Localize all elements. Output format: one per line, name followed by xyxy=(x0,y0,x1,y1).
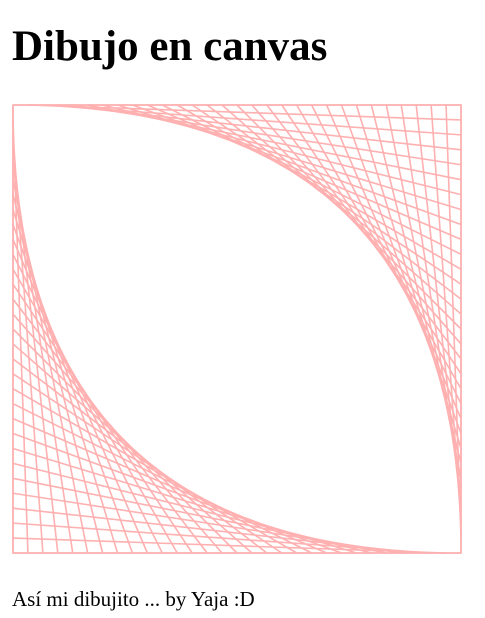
drawing-canvas xyxy=(12,104,462,554)
string-line-lower xyxy=(12,402,313,554)
string-line-upper xyxy=(325,104,462,419)
string-line-upper xyxy=(266,104,462,360)
string-line-lower xyxy=(12,537,447,554)
string-line-lower xyxy=(12,358,268,554)
string-line-upper xyxy=(400,104,462,494)
caption-text: Así mi dibujito ... by Yaja :D xyxy=(12,587,255,611)
string-line-upper xyxy=(430,104,462,524)
string-line-lower xyxy=(12,507,417,554)
string-line-lower xyxy=(12,522,432,554)
string-line-upper xyxy=(445,104,462,539)
string-line-upper xyxy=(415,104,462,509)
page-title: Dibujo en canvas xyxy=(12,23,328,70)
string-line-upper xyxy=(310,104,462,405)
string-line-lower xyxy=(12,417,327,554)
string-line-lower xyxy=(12,492,402,554)
string-art-drawing xyxy=(12,104,462,554)
canvas-border xyxy=(12,104,462,554)
